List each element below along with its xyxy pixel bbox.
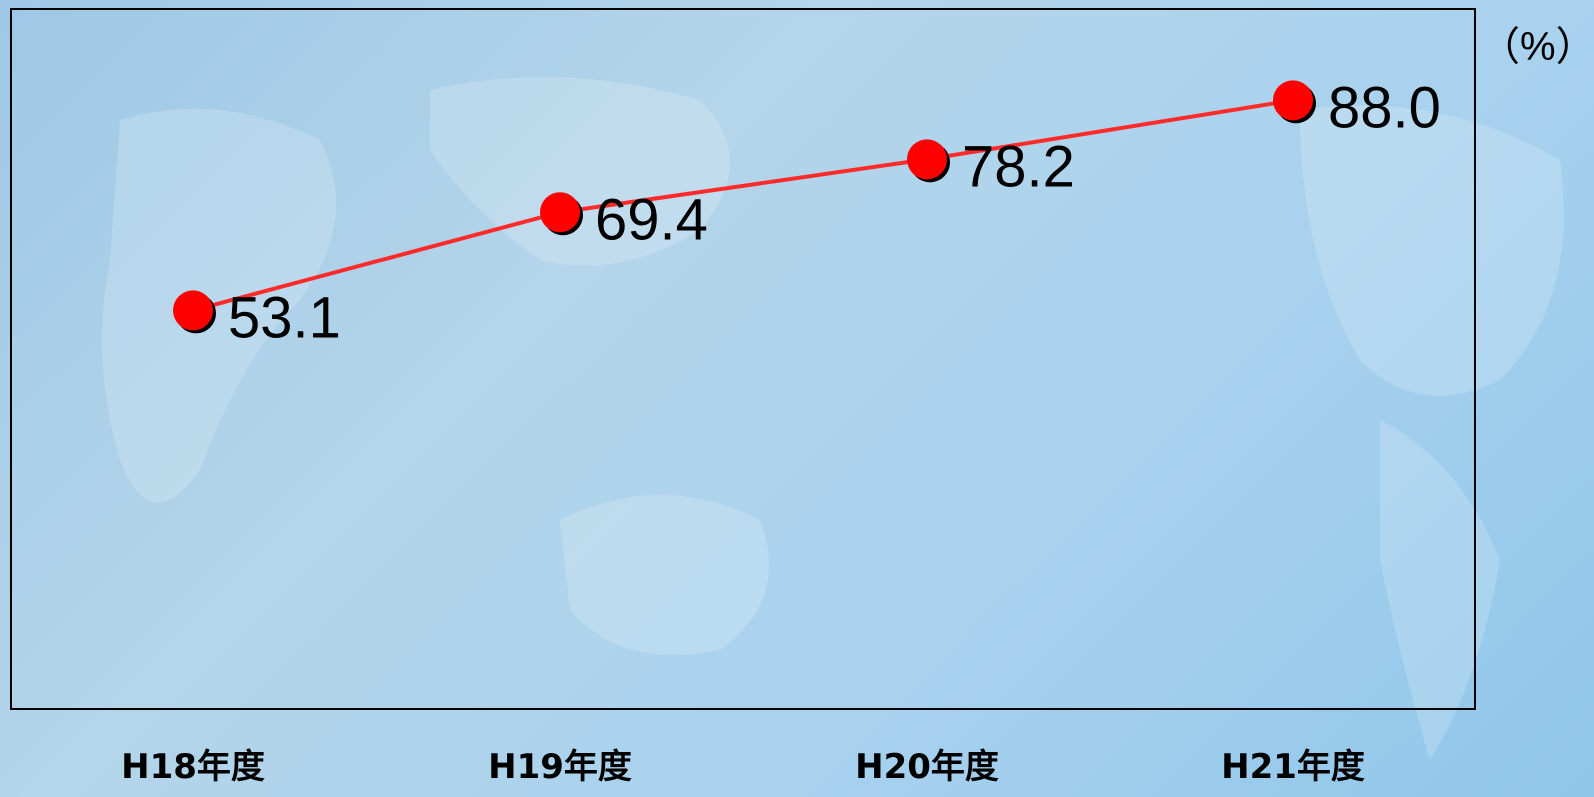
- plot-area: [10, 8, 1476, 710]
- series-layer: [173, 80, 1316, 334]
- data-label: 88.0: [1328, 75, 1441, 140]
- x-tick-label: H18年度: [121, 747, 265, 787]
- data-point: [907, 139, 947, 180]
- x-tick-label: H19年度: [488, 747, 632, 787]
- data-point: [173, 290, 213, 331]
- background-map: [102, 77, 1564, 760]
- x-axis-labels: H18年度 H19年度 H20年度 H21年度: [121, 747, 1365, 787]
- data-labels: 53.1 69.4 78.2 88.0: [228, 75, 1441, 350]
- data-label: 69.4: [595, 187, 708, 252]
- data-point: [1273, 80, 1313, 121]
- x-tick-label: H20年度: [855, 747, 999, 787]
- series-line: [192, 98, 1294, 313]
- x-tick-label: H21年度: [1221, 747, 1365, 787]
- data-label: 78.2: [962, 134, 1075, 199]
- data-point: [540, 192, 580, 233]
- data-label: 53.1: [228, 285, 341, 350]
- unit-label: （%）: [1480, 25, 1594, 69]
